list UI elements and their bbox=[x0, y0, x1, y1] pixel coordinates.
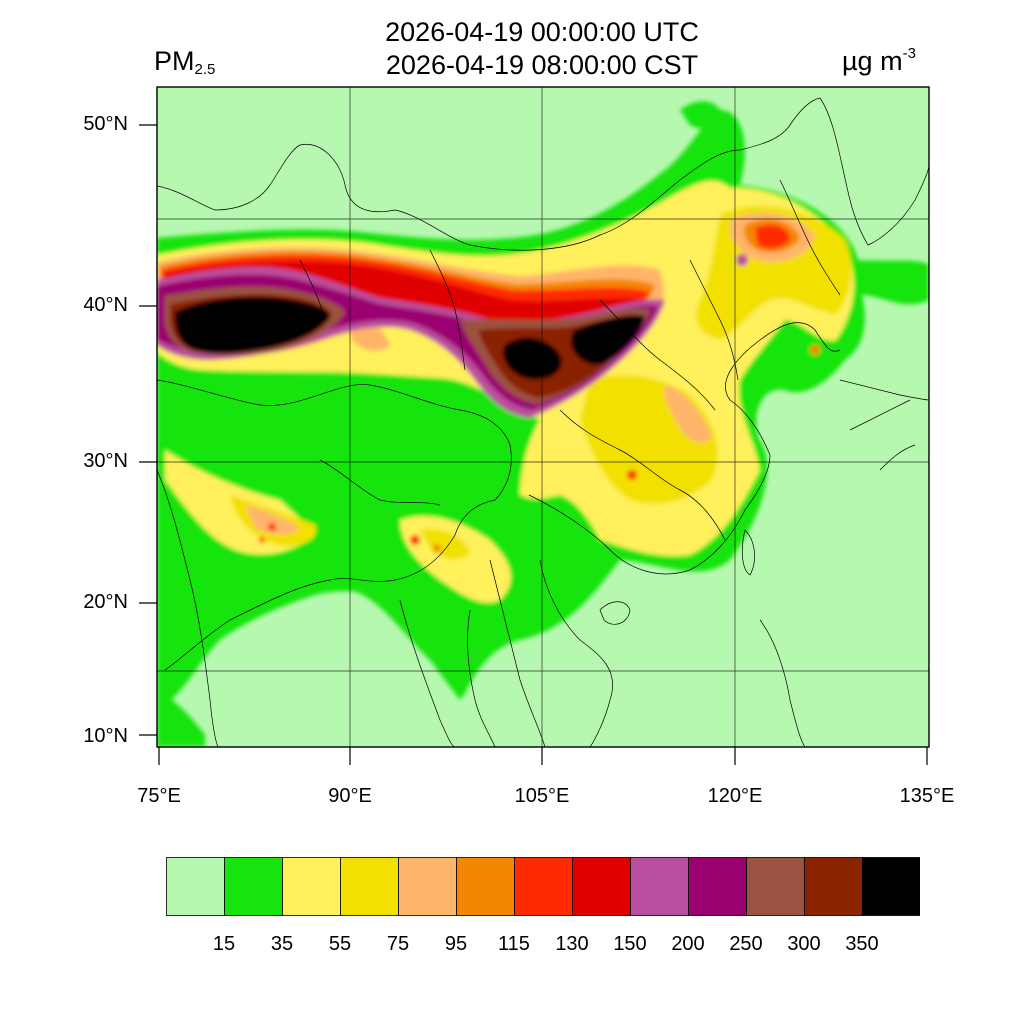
colorbar-swatch bbox=[630, 857, 689, 916]
utc-timestamp: 2026-04-19 00:00:00 UTC bbox=[385, 17, 699, 47]
lon-label-75e: 75°E bbox=[137, 785, 181, 807]
cst-timestamp: 2026-04-19 08:00:00 CST bbox=[385, 50, 699, 80]
axis-ticks bbox=[139, 124, 928, 765]
lat-label-50n: 50°N bbox=[83, 113, 128, 135]
colorbar-label: 35 bbox=[270, 933, 294, 955]
unit-label: µg m-3 bbox=[842, 45, 916, 77]
colorbar-swatch bbox=[514, 857, 573, 916]
colorbar-label: 115 bbox=[498, 933, 530, 955]
colorbar bbox=[166, 857, 920, 916]
colorbar-label: 15 bbox=[212, 933, 236, 955]
lat-label-10n: 10°N bbox=[83, 725, 128, 747]
lon-label-135e: 135°E bbox=[899, 785, 955, 807]
colorbar-label: 350 bbox=[845, 933, 879, 955]
unit-exponent: -3 bbox=[902, 45, 916, 62]
colorbar-label: 300 bbox=[787, 933, 821, 955]
colorbar-label: 130 bbox=[555, 933, 589, 955]
lon-label-105e: 105°E bbox=[514, 785, 570, 807]
colorbar-swatch bbox=[224, 857, 283, 916]
colorbar-swatch bbox=[282, 857, 341, 916]
colorbar-label: 250 bbox=[729, 933, 763, 955]
lat-label-30n: 30°N bbox=[83, 450, 128, 472]
colorbar-label: 55 bbox=[328, 933, 352, 955]
colorbar-swatch bbox=[804, 857, 863, 916]
variable-name: PM bbox=[154, 46, 195, 76]
unit-name: µg m bbox=[842, 46, 903, 76]
colorbar-swatch bbox=[572, 857, 631, 916]
colorbar-swatch bbox=[456, 857, 515, 916]
colorbar-label: 200 bbox=[671, 933, 705, 955]
colorbar-swatch bbox=[688, 857, 747, 916]
colorbar-swatch bbox=[862, 857, 920, 916]
colorbar-swatch bbox=[398, 857, 457, 916]
map-frame bbox=[156, 86, 930, 748]
colorbar-label: 150 bbox=[613, 933, 647, 955]
variable-subscript: 2.5 bbox=[194, 61, 216, 78]
map-gridlines bbox=[157, 87, 929, 747]
lon-label-90e: 90°E bbox=[328, 785, 372, 807]
lat-label-20n: 20°N bbox=[83, 591, 128, 613]
colorbar-label: 75 bbox=[386, 933, 410, 955]
colorbar-swatch bbox=[746, 857, 805, 916]
lon-label-120e: 120°E bbox=[707, 785, 763, 807]
colorbar-label: 95 bbox=[444, 933, 468, 955]
colorbar-swatch bbox=[340, 857, 399, 916]
variable-label: PM2.5 bbox=[154, 46, 216, 78]
lat-label-40n: 40°N bbox=[83, 294, 128, 316]
colorbar-swatch bbox=[166, 857, 225, 916]
